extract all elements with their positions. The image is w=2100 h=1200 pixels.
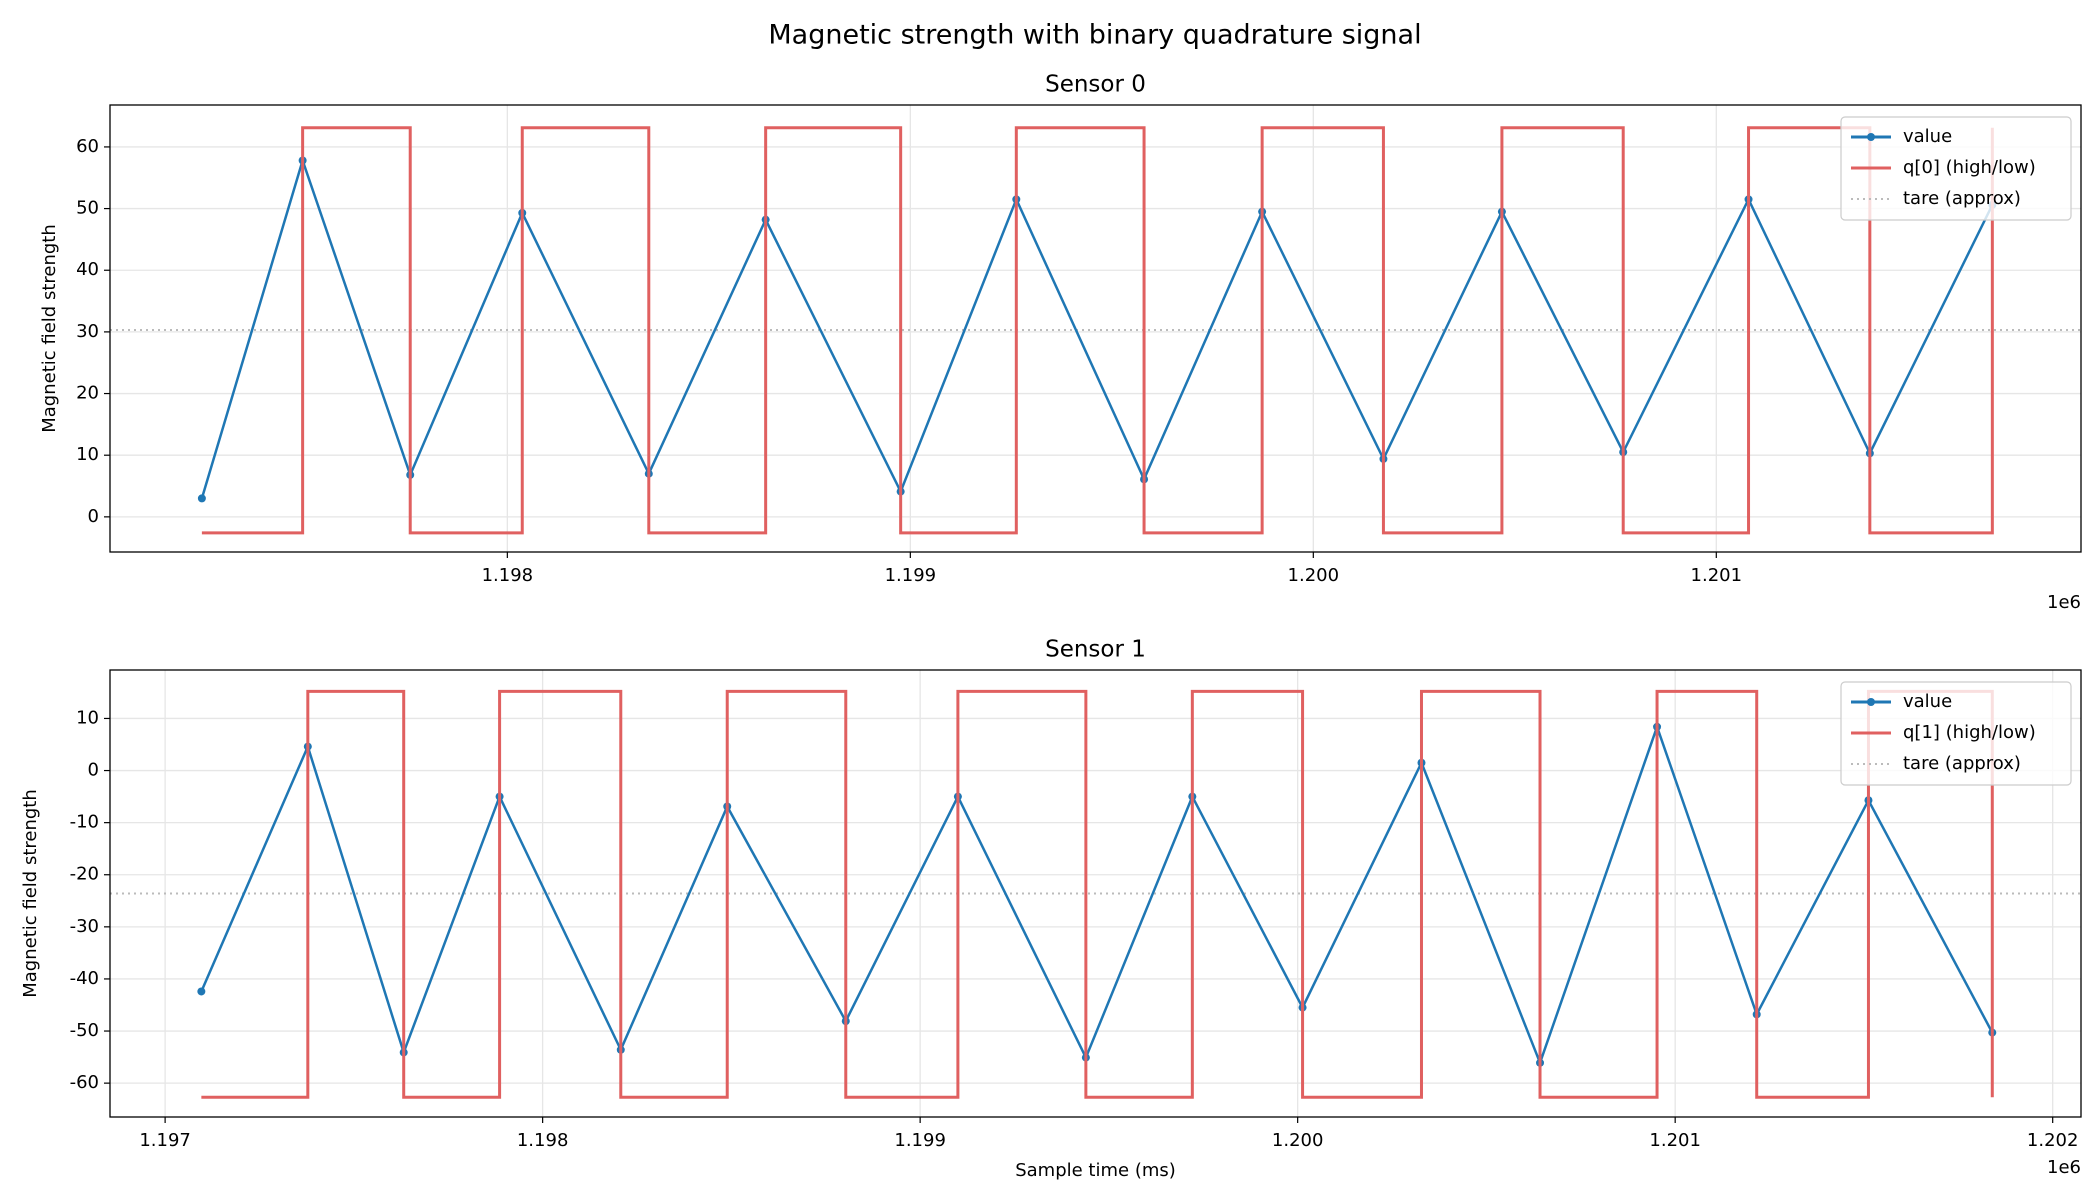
y-tick-label: -40 <box>70 968 99 989</box>
x-tick-label: 1.201 <box>1691 565 1743 586</box>
y-tick-label: -10 <box>70 812 99 833</box>
x-tick-label: 1.199 <box>885 565 937 586</box>
y-tick-label: 30 <box>76 321 99 342</box>
y-tick-label: 50 <box>76 198 99 219</box>
y-axis-label: Magnetic field strength <box>39 224 60 433</box>
legend <box>1840 116 2072 221</box>
x-offset-label: 1e6 <box>2047 1157 2081 1178</box>
x-tick-label: 1.198 <box>517 1130 569 1151</box>
legend-marker <box>1867 698 1875 706</box>
legend-marker <box>1867 133 1875 141</box>
x-tick-label: 1.197 <box>139 1130 191 1151</box>
y-tick-label: 40 <box>76 259 99 280</box>
plot-area <box>110 689 2081 1099</box>
y-tick-label: -50 <box>70 1020 99 1041</box>
step-line <box>201 689 1994 1099</box>
subplot-title: Sensor 0 <box>1045 72 1146 98</box>
subplot-title: Sensor 1 <box>1045 637 1146 663</box>
y-axis-label: Magnetic field strength <box>20 789 41 998</box>
figure-title: Magnetic strength with binary quadrature… <box>768 20 1421 51</box>
x-tick-label: 1.198 <box>482 565 534 586</box>
plot-area <box>110 126 2081 535</box>
y-tick-label: 60 <box>76 136 99 157</box>
marker <box>197 987 206 996</box>
y-tick-label: 10 <box>76 444 99 465</box>
x-tick-label: 1.201 <box>1649 1130 1701 1151</box>
legend <box>1840 681 2072 786</box>
marker <box>197 494 206 503</box>
step-line <box>201 126 1994 535</box>
legend-label: value <box>1903 126 1952 147</box>
x-tick-label: 1.199 <box>894 1130 946 1151</box>
legend-label: q[0] (high/low) <box>1903 157 2036 178</box>
series-line <box>200 156 1994 499</box>
x-tick-label: 1.202 <box>2027 1130 2079 1151</box>
x-tick-label: 1.200 <box>1272 1130 1324 1151</box>
y-tick-label: 20 <box>76 383 99 404</box>
axes-frame <box>109 104 2082 553</box>
legend-label: tare (approx) <box>1903 753 2021 774</box>
x-offset-label: 1e6 <box>2047 592 2081 613</box>
y-tick-label: -30 <box>70 916 99 937</box>
legend-label: tare (approx) <box>1903 188 2021 209</box>
axes-frame <box>109 669 2082 1118</box>
x-tick-label: 1.200 <box>1288 565 1340 586</box>
y-tick-label: -20 <box>70 864 99 885</box>
y-tick-label: -60 <box>70 1072 99 1093</box>
x-axis-label: Sample time (ms) <box>1015 1160 1176 1181</box>
legend-label: value <box>1903 691 1952 712</box>
y-tick-label: 0 <box>88 506 99 527</box>
y-tick-label: 0 <box>88 760 99 781</box>
legend-label: q[1] (high/low) <box>1903 722 2036 743</box>
y-tick-label: 10 <box>76 707 99 728</box>
